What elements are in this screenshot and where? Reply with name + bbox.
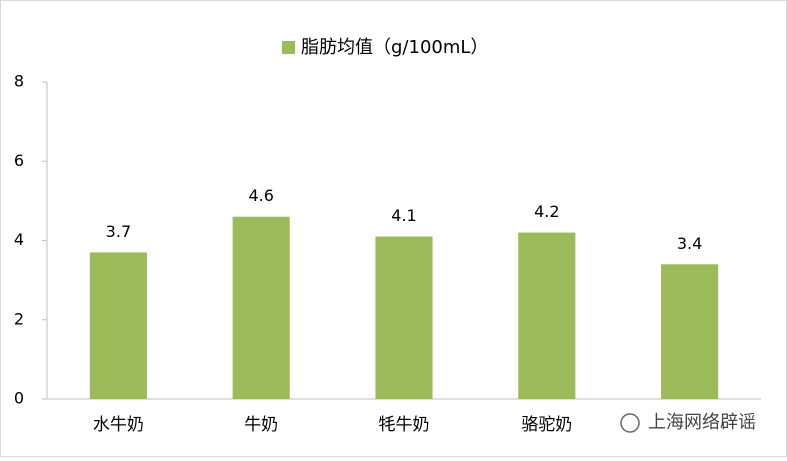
y-tick-label: 8 bbox=[14, 72, 24, 91]
bar bbox=[375, 236, 433, 399]
value-label: 3.4 bbox=[677, 234, 702, 253]
value-label: 3.7 bbox=[106, 222, 131, 241]
value-label: 4.6 bbox=[248, 186, 273, 205]
watermark-icon bbox=[620, 413, 640, 433]
y-tick-label: 4 bbox=[14, 230, 24, 249]
x-tick-label: 牛奶 bbox=[244, 415, 278, 435]
legend-label: 脂肪均值（g/100mL） bbox=[301, 37, 488, 58]
bar bbox=[232, 216, 290, 399]
x-tick-label: 骆驼奶 bbox=[521, 415, 572, 435]
legend-swatch bbox=[282, 41, 295, 54]
bar bbox=[518, 232, 576, 399]
y-tick-label: 0 bbox=[14, 389, 24, 408]
y-tick-label: 2 bbox=[14, 309, 24, 328]
value-label: 4.1 bbox=[391, 206, 416, 225]
bar bbox=[89, 252, 147, 399]
y-tick-label: 6 bbox=[14, 151, 24, 170]
bar bbox=[661, 264, 719, 399]
value-label: 4.2 bbox=[534, 202, 559, 221]
x-tick-label: 水牛奶 bbox=[93, 415, 144, 435]
watermark: 上海网络辟谣 bbox=[648, 412, 756, 433]
x-tick-label: 牦牛奶 bbox=[379, 415, 430, 435]
